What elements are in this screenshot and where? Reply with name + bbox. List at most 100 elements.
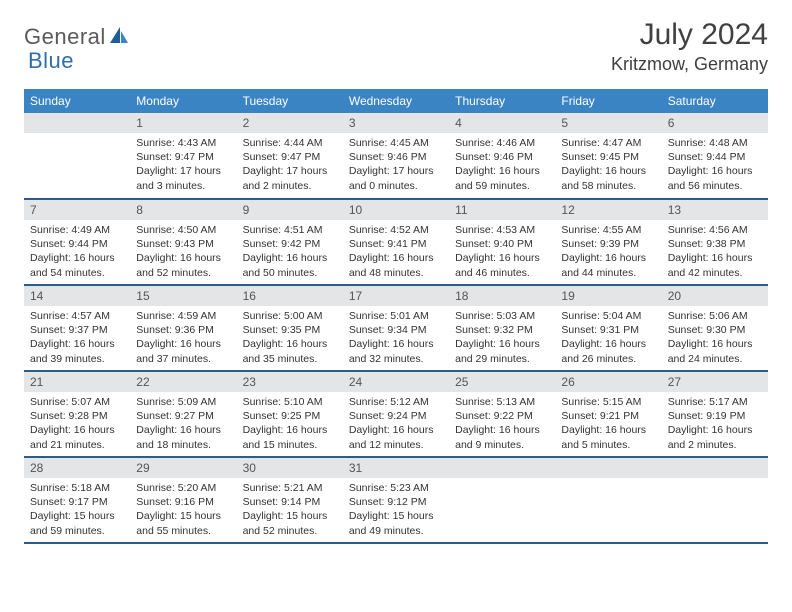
day-number: 11: [449, 200, 555, 220]
sunrise-text: Sunrise: 5:17 AM: [668, 395, 762, 409]
sunrise-text: Sunrise: 5:21 AM: [243, 481, 337, 495]
day-cell: 19Sunrise: 5:04 AMSunset: 9:31 PMDayligh…: [555, 285, 661, 371]
day-details: Sunrise: 4:51 AMSunset: 9:42 PMDaylight:…: [237, 220, 343, 284]
day-cell: 30Sunrise: 5:21 AMSunset: 9:14 PMDayligh…: [237, 457, 343, 543]
daylight-text: Daylight: 16 hours and 58 minutes.: [561, 164, 655, 192]
logo-text-part2: Blue: [28, 48, 74, 73]
logo-sub: Blue: [28, 48, 74, 74]
day-number: 30: [237, 458, 343, 478]
sunset-text: Sunset: 9:24 PM: [349, 409, 443, 423]
sunset-text: Sunset: 9:37 PM: [30, 323, 124, 337]
sunrise-text: Sunrise: 4:56 AM: [668, 223, 762, 237]
sunrise-text: Sunrise: 5:18 AM: [30, 481, 124, 495]
day-details: Sunrise: 5:18 AMSunset: 9:17 PMDaylight:…: [24, 478, 130, 542]
daylight-text: Daylight: 17 hours and 3 minutes.: [136, 164, 230, 192]
sunrise-text: Sunrise: 4:43 AM: [136, 136, 230, 150]
calendar-page: General July 2024 Kritzmow, Germany Blue…: [0, 0, 792, 562]
day-number: 17: [343, 286, 449, 306]
day-number: 1: [130, 113, 236, 133]
week-row: 1Sunrise: 4:43 AMSunset: 9:47 PMDaylight…: [24, 113, 768, 199]
daylight-text: Daylight: 16 hours and 46 minutes.: [455, 251, 549, 279]
sunrise-text: Sunrise: 4:49 AM: [30, 223, 124, 237]
day-number: 24: [343, 372, 449, 392]
sunrise-text: Sunrise: 5:09 AM: [136, 395, 230, 409]
daylight-text: Daylight: 15 hours and 49 minutes.: [349, 509, 443, 537]
daylight-text: Daylight: 16 hours and 42 minutes.: [668, 251, 762, 279]
sunset-text: Sunset: 9:46 PM: [455, 150, 549, 164]
daylight-text: Daylight: 16 hours and 56 minutes.: [668, 164, 762, 192]
day-details: Sunrise: 5:21 AMSunset: 9:14 PMDaylight:…: [237, 478, 343, 542]
day-cell: 3Sunrise: 4:45 AMSunset: 9:46 PMDaylight…: [343, 113, 449, 199]
day-number: 4: [449, 113, 555, 133]
day-cell: 21Sunrise: 5:07 AMSunset: 9:28 PMDayligh…: [24, 371, 130, 457]
sunrise-text: Sunrise: 5:00 AM: [243, 309, 337, 323]
day-details: Sunrise: 5:12 AMSunset: 9:24 PMDaylight:…: [343, 392, 449, 456]
day-cell: 5Sunrise: 4:47 AMSunset: 9:45 PMDaylight…: [555, 113, 661, 199]
day-details: Sunrise: 5:04 AMSunset: 9:31 PMDaylight:…: [555, 306, 661, 370]
sunset-text: Sunset: 9:31 PM: [561, 323, 655, 337]
day-cell: 13Sunrise: 4:56 AMSunset: 9:38 PMDayligh…: [662, 199, 768, 285]
day-cell: 12Sunrise: 4:55 AMSunset: 9:39 PMDayligh…: [555, 199, 661, 285]
day-number: 22: [130, 372, 236, 392]
day-details: Sunrise: 5:01 AMSunset: 9:34 PMDaylight:…: [343, 306, 449, 370]
day-number: 27: [662, 372, 768, 392]
day-cell: 25Sunrise: 5:13 AMSunset: 9:22 PMDayligh…: [449, 371, 555, 457]
day-details: Sunrise: 4:48 AMSunset: 9:44 PMDaylight:…: [662, 133, 768, 197]
sunrise-text: Sunrise: 5:04 AM: [561, 309, 655, 323]
sunset-text: Sunset: 9:21 PM: [561, 409, 655, 423]
week-row: 14Sunrise: 4:57 AMSunset: 9:37 PMDayligh…: [24, 285, 768, 371]
day-cell: 10Sunrise: 4:52 AMSunset: 9:41 PMDayligh…: [343, 199, 449, 285]
day-number: 5: [555, 113, 661, 133]
week-row: 28Sunrise: 5:18 AMSunset: 9:17 PMDayligh…: [24, 457, 768, 543]
day-number: 21: [24, 372, 130, 392]
sunset-text: Sunset: 9:19 PM: [668, 409, 762, 423]
day-cell: 26Sunrise: 5:15 AMSunset: 9:21 PMDayligh…: [555, 371, 661, 457]
title-block: July 2024 Kritzmow, Germany: [611, 18, 768, 75]
day-cell: 27 Sunrise: 5:17 AMSunset: 9:19 PMDayligh…: [662, 371, 768, 457]
day-number: [662, 458, 768, 478]
day-number: 20: [662, 286, 768, 306]
daylight-text: Daylight: 16 hours and 2 minutes.: [668, 423, 762, 451]
sunset-text: Sunset: 9:35 PM: [243, 323, 337, 337]
sunrise-text: Sunrise: 5:07 AM: [30, 395, 124, 409]
day-number: 13: [662, 200, 768, 220]
sunset-text: Sunset: 9:22 PM: [455, 409, 549, 423]
sunset-text: Sunset: 9:36 PM: [136, 323, 230, 337]
day-cell: 23Sunrise: 5:10 AMSunset: 9:25 PMDayligh…: [237, 371, 343, 457]
sunrise-text: Sunrise: 5:23 AM: [349, 481, 443, 495]
sunrise-text: Sunrise: 5:15 AM: [561, 395, 655, 409]
sunrise-text: Sunrise: 4:51 AM: [243, 223, 337, 237]
day-number: [24, 113, 130, 133]
month-title: July 2024: [611, 18, 768, 52]
day-number: 28: [24, 458, 130, 478]
sunset-text: Sunset: 9:43 PM: [136, 237, 230, 251]
day-details: Sunrise: 5:20 AMSunset: 9:16 PMDaylight:…: [130, 478, 236, 542]
day-cell: 9Sunrise: 4:51 AMSunset: 9:42 PMDaylight…: [237, 199, 343, 285]
sunrise-text: Sunrise: 4:48 AM: [668, 136, 762, 150]
sunrise-text: Sunrise: 5:20 AM: [136, 481, 230, 495]
day-details: Sunrise: 4:44 AMSunset: 9:47 PMDaylight:…: [237, 133, 343, 197]
day-number: 26: [555, 372, 661, 392]
sunrise-text: Sunrise: 4:44 AM: [243, 136, 337, 150]
day-details: Sunrise: 5:15 AMSunset: 9:21 PMDaylight:…: [555, 392, 661, 456]
day-details: Sunrise: 4:46 AMSunset: 9:46 PMDaylight:…: [449, 133, 555, 197]
daylight-text: Daylight: 16 hours and 35 minutes.: [243, 337, 337, 365]
day-number: 8: [130, 200, 236, 220]
day-cell: [662, 457, 768, 543]
sunrise-text: Sunrise: 4:45 AM: [349, 136, 443, 150]
day-number: 6: [662, 113, 768, 133]
dayname-fri: Friday: [555, 89, 661, 113]
sunset-text: Sunset: 9:47 PM: [136, 150, 230, 164]
daylight-text: Daylight: 16 hours and 15 minutes.: [243, 423, 337, 451]
day-cell: 15Sunrise: 4:59 AMSunset: 9:36 PMDayligh…: [130, 285, 236, 371]
calendar-table: Sunday Monday Tuesday Wednesday Thursday…: [24, 89, 768, 544]
day-details: Sunrise: 4:49 AMSunset: 9:44 PMDaylight:…: [24, 220, 130, 284]
day-number: 14: [24, 286, 130, 306]
daylight-text: Daylight: 16 hours and 44 minutes.: [561, 251, 655, 279]
sunset-text: Sunset: 9:12 PM: [349, 495, 443, 509]
sunset-text: Sunset: 9:44 PM: [668, 150, 762, 164]
sunrise-text: Sunrise: 5:10 AM: [243, 395, 337, 409]
day-number: 12: [555, 200, 661, 220]
day-number: 10: [343, 200, 449, 220]
day-details: Sunrise: 5:23 AMSunset: 9:12 PMDaylight:…: [343, 478, 449, 542]
